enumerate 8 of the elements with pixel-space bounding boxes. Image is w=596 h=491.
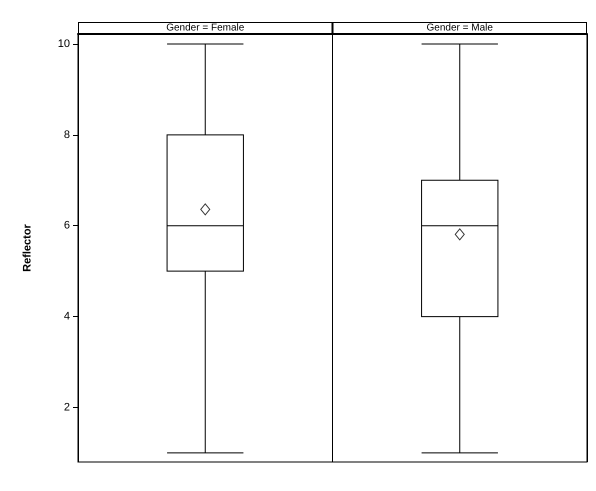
y-tick-label: 6	[64, 220, 70, 232]
y-tick-label: 10	[58, 38, 70, 50]
y-axis-title: Reflector	[22, 223, 34, 272]
x-tick-label: Gender = Female	[166, 22, 245, 34]
y-tick-label: 4	[64, 310, 70, 323]
y-tick-label: 2	[64, 401, 70, 414]
y-tick-label: 8	[64, 128, 70, 141]
x-tick-label: Gender = Male	[426, 22, 494, 34]
